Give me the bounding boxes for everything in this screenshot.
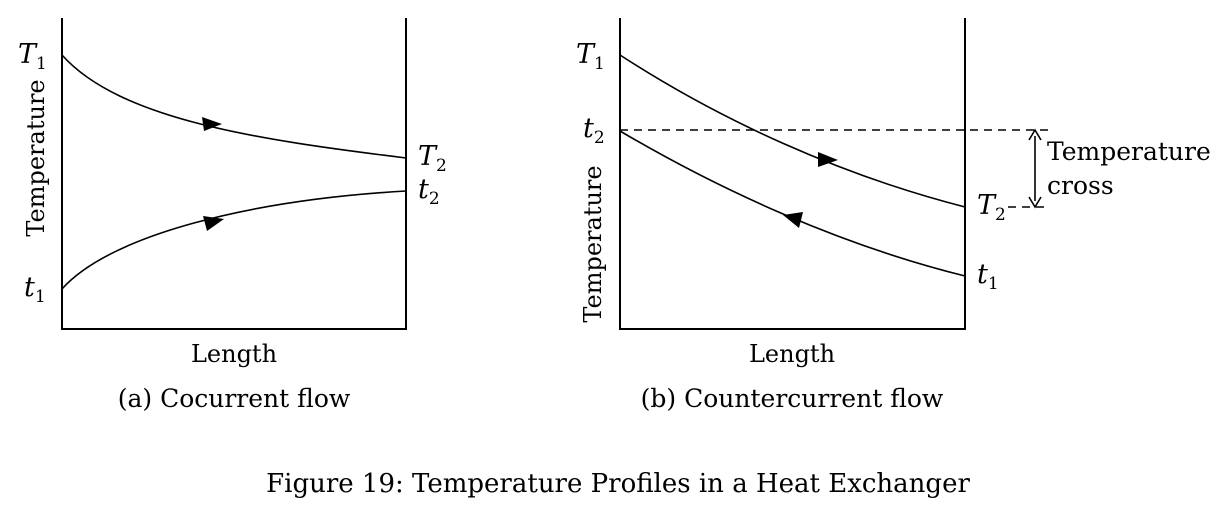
panel-b-countercurrent: T1 t2 T2 t1 Temperature cross Temperatur… [576, 18, 1211, 413]
panel-a-hot-flow-arrow [202, 117, 222, 131]
panel-a-ylabel: Temperature [22, 79, 50, 236]
panel-b-cross-arrow-bottom-icon [1028, 196, 1042, 209]
panel-b-annotation-line1: Temperature [1047, 137, 1211, 166]
panel-b-ylabel: Temperature [579, 165, 607, 322]
panel-a-cold-stream-curve [61, 190, 407, 290]
panel-a-xlabel: Length [191, 340, 277, 368]
panel-a-hot-stream-curve [61, 54, 407, 159]
panel-a-t1-label: t1 [24, 272, 46, 307]
panel-b-cross-arrow-top-icon [1028, 128, 1042, 141]
panel-a-T1-label: T1 [18, 39, 47, 74]
panel-b-cold-flow-arrow [783, 212, 803, 228]
panel-b-caption: (b) Countercurrent flow [641, 384, 944, 413]
panel-a-T2-label: T2 [418, 141, 447, 176]
panel-b-hot-stream-curve [619, 54, 966, 208]
panel-a-caption: (a) Cocurrent flow [118, 384, 351, 413]
panel-b-T2-label: T2 [977, 190, 1006, 225]
panel-a-t2-label: t2 [418, 174, 440, 209]
panel-b-xlabel: Length [749, 340, 835, 368]
panel-b-cold-stream-curve [619, 130, 966, 277]
figure-caption: Figure 19: Temperature Profiles in a Hea… [266, 469, 970, 499]
panel-a-cold-flow-arrow [203, 216, 224, 231]
panel-b-T1-label: T1 [576, 39, 605, 74]
panel-b-hot-flow-arrow [818, 152, 838, 167]
panel-b-t2-label: t2 [583, 113, 605, 148]
panel-b-annotation-line2: cross [1047, 171, 1114, 200]
panel-a-cocurrent: T1 T2 t1 t2 Temperature Length (a) Cocur… [18, 18, 447, 413]
panel-b-t1-label: t1 [977, 259, 999, 294]
